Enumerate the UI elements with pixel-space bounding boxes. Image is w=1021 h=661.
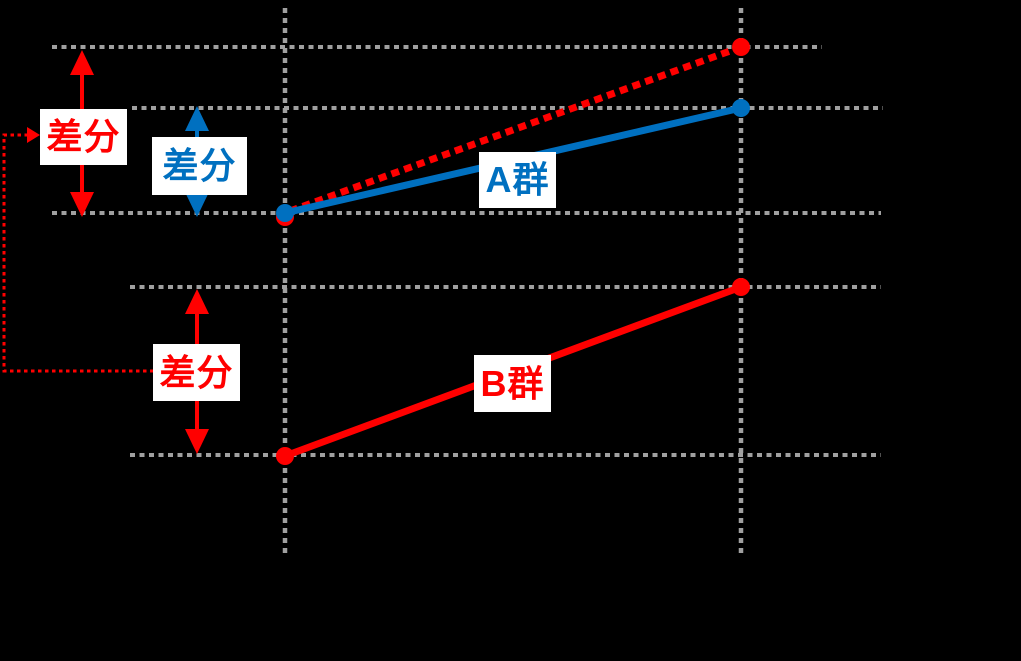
diff-label-red-left: 差分 — [40, 109, 127, 165]
diff-arrow-blue-up-arrowhead-icon — [185, 106, 209, 131]
group-a-data-point — [276, 204, 294, 222]
bracket-arrowhead-icon — [27, 127, 40, 143]
group-b-data-point — [732, 278, 750, 296]
group-a-data-point — [732, 99, 750, 117]
diff-arrow-red-mid-up-arrowhead-icon — [185, 289, 209, 314]
difference-link-bracket — [2, 133, 153, 373]
group-b-data-point — [276, 447, 294, 465]
diff-arrow-red-left-up-arrowhead-icon — [70, 50, 94, 75]
a-counterfactual-data-point — [732, 38, 750, 56]
diff-label-blue: 差分 — [152, 137, 247, 195]
diff-arrow-red-mid-down-arrowhead-icon — [185, 429, 209, 454]
series-label-group-b: B群 — [474, 355, 551, 412]
diff-arrow-blue-down-arrowhead-icon — [185, 192, 209, 217]
diff-arrow-red-left-down-arrowhead-icon — [70, 192, 94, 217]
series-label-group-a: A群 — [479, 152, 556, 208]
diff-label-red-mid: 差分 — [153, 344, 240, 401]
